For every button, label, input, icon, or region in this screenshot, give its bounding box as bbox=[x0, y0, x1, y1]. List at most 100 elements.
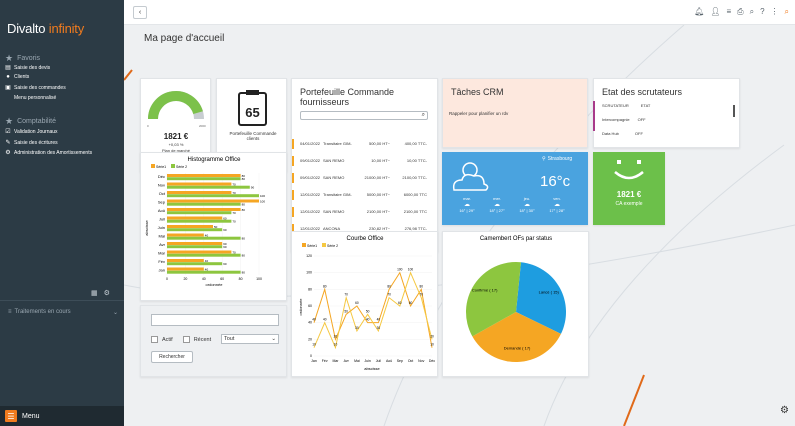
cloud-icon: ☁ bbox=[554, 202, 560, 208]
category-label: Mar bbox=[158, 251, 166, 256]
cloud-icon: ☁ bbox=[464, 202, 470, 208]
point-label: 80 bbox=[323, 284, 327, 288]
gauge-fill bbox=[148, 91, 203, 120]
sidebar-item-amortissements[interactable]: ⚙ Administration des Amortissements bbox=[5, 149, 93, 157]
portefeuille-title: Portefeuille Commande fournisseurs bbox=[300, 87, 395, 107]
document-icon: ▤ bbox=[5, 65, 11, 71]
bar bbox=[167, 225, 213, 228]
filter-search-input[interactable] bbox=[151, 314, 279, 326]
bar bbox=[167, 233, 204, 237]
taches-item[interactable]: Rappeler pour planifier un rdv bbox=[449, 111, 509, 116]
y-axis-label: ordonnée bbox=[298, 298, 303, 316]
sidebar-item-saisie-commandes[interactable]: ▣ Saisie des commandes bbox=[5, 84, 66, 92]
taches-crm-card[interactable]: Tâches CRM Rappeler pour planifier un rd… bbox=[442, 78, 588, 148]
tick-label: 80 bbox=[308, 287, 312, 291]
rechercher-button[interactable]: Rechercher bbox=[151, 351, 193, 363]
bar bbox=[167, 177, 241, 181]
cell-date: 12/01/2022 bbox=[300, 226, 321, 231]
bar-value: 80 bbox=[242, 237, 246, 241]
portefeuille-row[interactable]: 12/01/2022 ANCONA 230,82 HT~ 276,98 TTC- bbox=[300, 226, 428, 231]
category-label: Sep bbox=[397, 359, 403, 363]
category-label: Avr bbox=[344, 359, 350, 363]
sidebar: Divalto infinity ★ Favoris ▤ Saisie des de… bbox=[0, 0, 124, 426]
portefeuille-search-input[interactable]: ⌕ bbox=[300, 111, 428, 120]
chart-title: Camembert OFs par status bbox=[480, 236, 552, 242]
chevron-down-icon: ⌄ bbox=[112, 310, 118, 316]
bar bbox=[167, 174, 241, 177]
histogramme-card: Histogramme Office Série1 Série 2 0 20 40 60 80… bbox=[140, 152, 287, 301]
portefeuille-row[interactable]: 12/01/2022 Transitaire GIM- 5000,00 HT~ 600… bbox=[300, 192, 428, 197]
bar-value: 70 bbox=[232, 220, 236, 224]
bar-value: 70 bbox=[232, 191, 236, 195]
more-icon[interactable]: ⋮ bbox=[770, 7, 779, 16]
point-label: 40 bbox=[323, 318, 327, 322]
point-label: 50 bbox=[344, 309, 348, 313]
actif-checkbox[interactable] bbox=[151, 336, 158, 343]
cell-ttc: 2100,00 TTC bbox=[403, 209, 427, 214]
cell-ttc: 400,00 TTC- bbox=[404, 141, 427, 146]
bar bbox=[167, 262, 223, 266]
bell-icon[interactable]: 🔔︎ bbox=[694, 7, 705, 16]
bar bbox=[167, 228, 223, 232]
point-label: 40 bbox=[377, 318, 381, 322]
x-axis-label: abscisse bbox=[364, 366, 380, 371]
user-icon[interactable]: 👤︎ bbox=[710, 7, 721, 16]
portefeuille-fournisseurs-card: Portefeuille Commande fournisseurs ⌕ 04/… bbox=[291, 78, 438, 252]
recent-checkbox[interactable] bbox=[182, 336, 190, 343]
menu-bar[interactable]: ☰ Menu bbox=[0, 406, 124, 426]
grid-icon[interactable]: ▦ bbox=[91, 290, 98, 297]
settings-gear-icon[interactable]: ⚙ bbox=[780, 405, 789, 416]
category-label: Aoû bbox=[386, 359, 392, 363]
weather-card[interactable]: 16°c ⚲ Strasbourg mar. ☁ 16° | 29° mer. ☁ 18° … bbox=[442, 152, 588, 225]
portefeuille-row[interactable]: 12/01/2022 SAN REMO 2100,00 HT~ 2100,00 TTC bbox=[300, 209, 428, 214]
status-select[interactable]: Tout ⌄ bbox=[221, 334, 279, 344]
cell-ht: 10,00 HT~ bbox=[371, 158, 390, 163]
settings-icon[interactable]: ⚙ bbox=[103, 290, 110, 297]
point-label: 20 bbox=[334, 334, 338, 338]
sidebar-item-menu-personnalise[interactable]: Menu personnalisé bbox=[14, 95, 57, 101]
smiley-card[interactable]: 1821 € CA exemple bbox=[593, 152, 665, 225]
chart-title: Courbe Office bbox=[347, 236, 385, 242]
bar-value: 60 bbox=[223, 228, 227, 232]
hamburger-icon[interactable]: ☰ bbox=[5, 410, 17, 422]
search-settings-icon[interactable]: ⌕ bbox=[749, 7, 755, 16]
bar-value: 70 bbox=[232, 250, 236, 254]
category-label: Fév bbox=[322, 359, 328, 363]
sidebar-item-validation-journaux[interactable]: ☑ Validation Journaux bbox=[5, 128, 58, 136]
point-label: 60 bbox=[355, 301, 359, 305]
help-icon[interactable]: ? bbox=[760, 7, 765, 16]
sidebar-item-clients[interactable]: ● Clients bbox=[6, 74, 30, 80]
section-favoris[interactable]: ★ Favoris bbox=[5, 53, 41, 63]
weather-temp: 16°c bbox=[540, 173, 571, 190]
print-icon[interactable]: ⎙ bbox=[737, 7, 744, 16]
bar-value: 80 bbox=[242, 174, 246, 178]
clipboard-number: 65 bbox=[245, 105, 259, 120]
portefeuille-row[interactable]: 09/01/2022 SAN REMO 10,00 HT~ 10,00 TTC- bbox=[300, 158, 428, 163]
category-label: Oct bbox=[408, 359, 413, 363]
gauge-value: 1821 € bbox=[164, 132, 189, 141]
tick-label: 100 bbox=[256, 277, 262, 281]
point-label: 10 bbox=[430, 343, 434, 347]
bar-value: 40 bbox=[205, 267, 209, 271]
gauge-card[interactable]: 0 2000 1821 € +0,03 % Plan de marché bbox=[140, 78, 211, 172]
sidebar-item-saisie-devis[interactable]: ▤ Saisie des devis bbox=[5, 64, 51, 72]
stack-icon[interactable]: ≡ bbox=[726, 7, 732, 16]
bar bbox=[167, 270, 241, 274]
section-comptabilite[interactable]: ★ Comptabilité bbox=[5, 116, 56, 126]
cell-name: Transitaire GIM- bbox=[323, 192, 352, 197]
sidebar-item-saisie-ecritures[interactable]: ✎ Saisie des écritures bbox=[5, 139, 58, 147]
search-icon[interactable]: ⌕ bbox=[784, 7, 789, 16]
gear-icon: ⚙ bbox=[5, 150, 11, 156]
portefeuille-row[interactable]: 04/01/2022 Transitaire GIM- 500,00 HT~ 400,… bbox=[300, 141, 428, 146]
point-label: 70 bbox=[344, 293, 348, 297]
cell-name: ANCONA bbox=[323, 226, 341, 231]
cell-name: Transitaire GIM- bbox=[323, 141, 352, 146]
back-button[interactable]: ‹ bbox=[133, 6, 147, 19]
person-icon: ● bbox=[6, 74, 10, 80]
traitements-en-cours[interactable]: ≡ Traitements en cours ⌄ bbox=[8, 309, 118, 316]
smiley-icon bbox=[614, 160, 644, 180]
camembert-card: Camembert OFs par status Lancé ( 15) Deman… bbox=[442, 231, 589, 377]
tick-label: 100 bbox=[306, 271, 312, 275]
portefeuille-row[interactable]: 09/01/2022 SAN REMO 21000,00 HT~ 2100,00 TT… bbox=[300, 175, 428, 180]
category-label: Jan bbox=[311, 359, 317, 363]
